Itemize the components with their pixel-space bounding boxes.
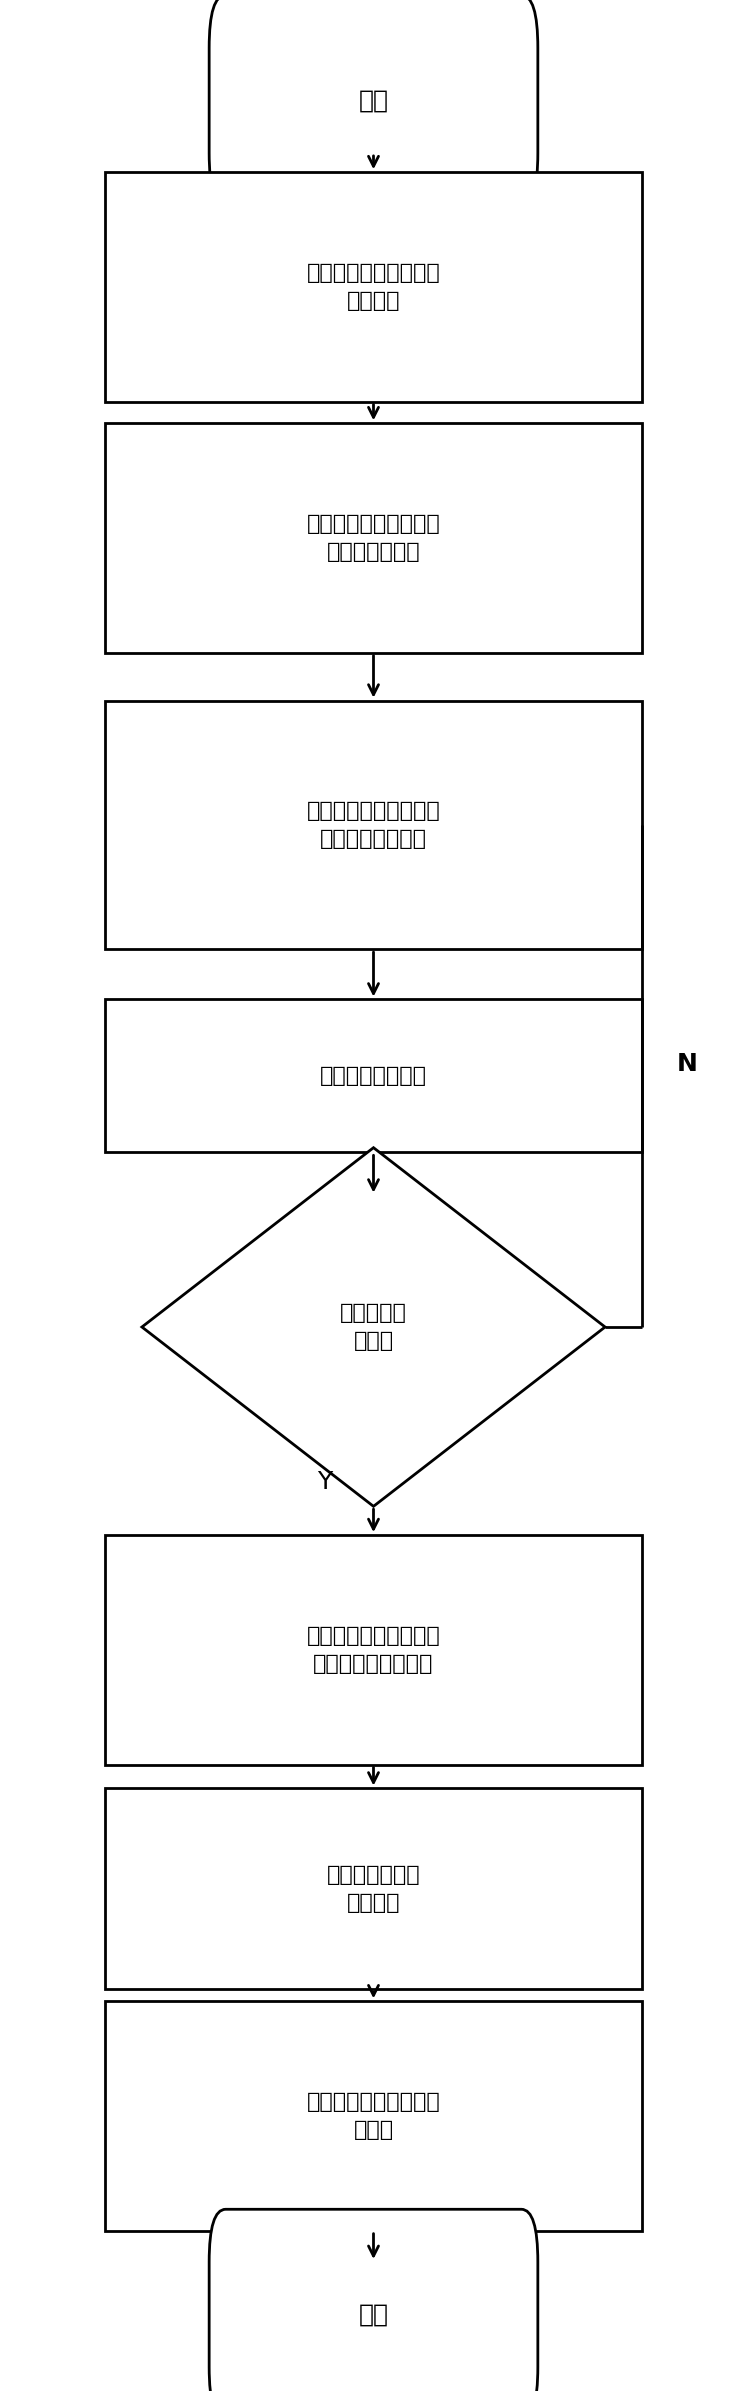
- Text: Y: Y: [317, 1470, 332, 1494]
- Polygon shape: [142, 1148, 605, 1506]
- Text: 差分进化算法求解: 差分进化算法求解: [320, 1066, 427, 1086]
- Text: N: N: [677, 1052, 698, 1076]
- Bar: [105, 999, 642, 1152]
- Text: 是否达到统
计次数: 是否达到统 计次数: [340, 1303, 407, 1351]
- Bar: [105, 701, 642, 949]
- Bar: [105, 172, 642, 402]
- Bar: [105, 1535, 642, 1765]
- Bar: [105, 1788, 642, 1989]
- Text: 建立阵元位置精确校准
优化模型: 建立阵元位置精确校准 优化模型: [306, 263, 441, 311]
- FancyBboxPatch shape: [209, 0, 538, 206]
- Bar: [105, 423, 642, 653]
- Text: 通过筛选获得最佳测量
点间距: 通过筛选获得最佳测量 点间距: [306, 2092, 441, 2140]
- Text: 建立时延测量误差与收
发距离的关系式: 建立时延测量误差与收 发距离的关系式: [306, 514, 441, 562]
- Text: 开始: 开始: [359, 88, 388, 112]
- Bar: [105, 2001, 642, 2231]
- Text: 结束: 结束: [359, 2303, 388, 2326]
- Text: 改变测量点间距
进行计算: 改变测量点间距 进行计算: [326, 1865, 421, 1913]
- FancyBboxPatch shape: [209, 2209, 538, 2391]
- Text: 获得当前测量点间距时
的阵元位置校准精度: 获得当前测量点间距时 的阵元位置校准精度: [306, 1626, 441, 1674]
- Text: 构造阵元位置校准时延
估计误差传递函数: 构造阵元位置校准时延 估计误差传递函数: [306, 801, 441, 849]
